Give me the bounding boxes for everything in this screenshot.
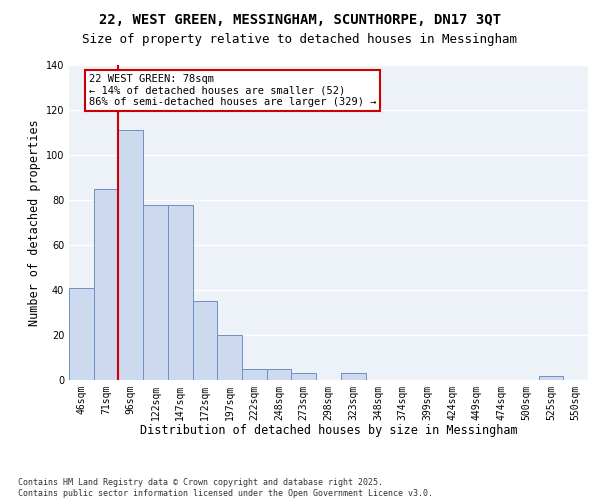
Text: 22, WEST GREEN, MESSINGHAM, SCUNTHORPE, DN17 3QT: 22, WEST GREEN, MESSINGHAM, SCUNTHORPE, … <box>99 12 501 26</box>
Bar <box>69 288 94 380</box>
Text: Size of property relative to detached houses in Messingham: Size of property relative to detached ho… <box>83 32 517 46</box>
Bar <box>193 301 217 380</box>
Bar <box>341 373 365 380</box>
Bar <box>539 376 563 380</box>
Bar <box>267 369 292 380</box>
Bar <box>292 373 316 380</box>
Bar <box>217 335 242 380</box>
Text: Contains HM Land Registry data © Crown copyright and database right 2025.
Contai: Contains HM Land Registry data © Crown c… <box>18 478 433 498</box>
Text: 22 WEST GREEN: 78sqm
← 14% of detached houses are smaller (52)
86% of semi-detac: 22 WEST GREEN: 78sqm ← 14% of detached h… <box>89 74 376 107</box>
Bar <box>143 204 168 380</box>
Y-axis label: Number of detached properties: Number of detached properties <box>28 119 41 326</box>
Bar <box>118 130 143 380</box>
Bar <box>94 188 118 380</box>
X-axis label: Distribution of detached houses by size in Messingham: Distribution of detached houses by size … <box>140 424 517 438</box>
Bar <box>242 369 267 380</box>
Bar <box>168 204 193 380</box>
